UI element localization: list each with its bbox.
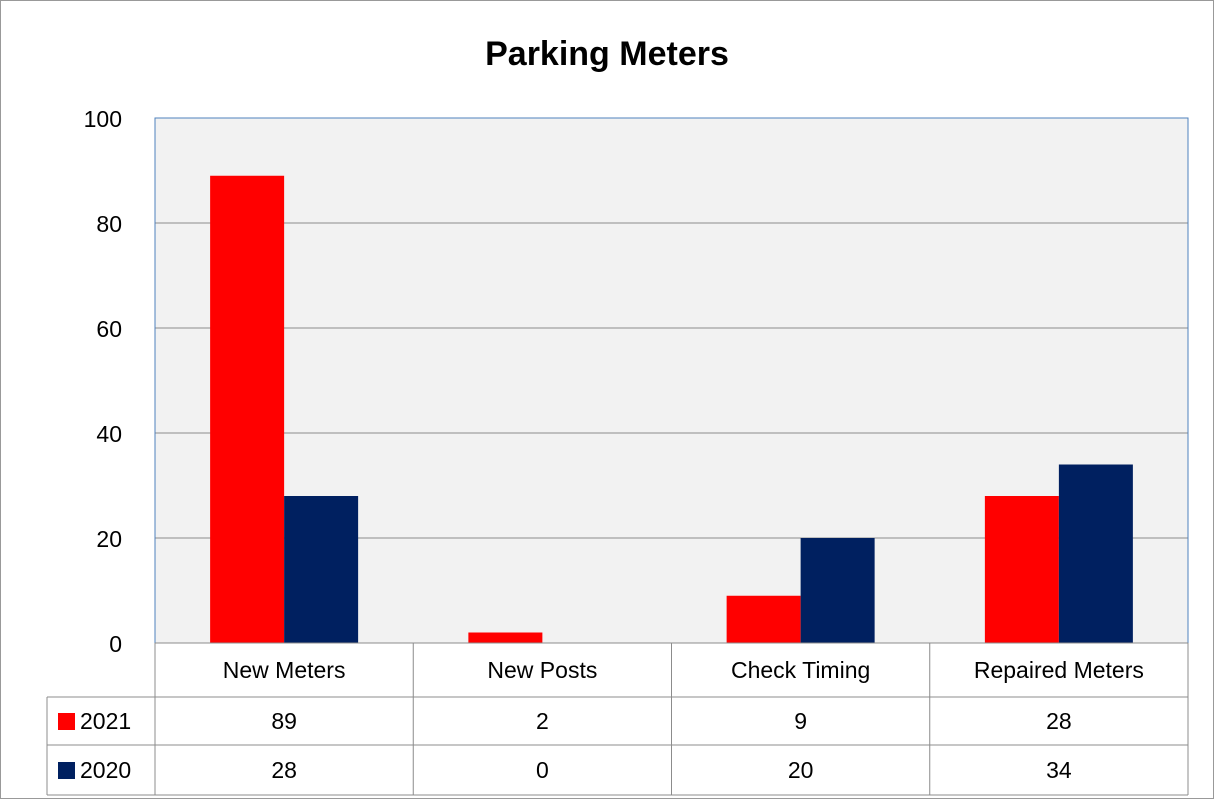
table-value: 28 — [271, 757, 297, 783]
y-tick-label: 0 — [109, 631, 122, 657]
x-tick-label: Repaired Meters — [974, 657, 1144, 683]
chart-title: Parking Meters — [485, 35, 729, 73]
x-tick-label: New Meters — [223, 657, 346, 683]
bar — [726, 595, 801, 643]
legend-swatch — [58, 762, 75, 779]
table-value: 0 — [536, 757, 549, 783]
legend-label: 2021 — [80, 708, 131, 734]
table-value: 9 — [794, 708, 807, 734]
bar — [984, 496, 1059, 643]
y-tick-label: 20 — [96, 526, 122, 552]
bar — [468, 632, 543, 643]
bar — [210, 175, 285, 643]
y-tick-label: 40 — [96, 421, 122, 447]
table-value: 28 — [1046, 708, 1072, 734]
bar — [1058, 464, 1133, 643]
x-tick-label: New Posts — [487, 657, 597, 683]
legend-label: 2020 — [80, 757, 131, 783]
table-value: 89 — [271, 708, 297, 734]
table-value: 20 — [788, 757, 814, 783]
x-tick-label: Check Timing — [731, 657, 870, 683]
y-tick-label: 60 — [96, 316, 122, 342]
legend-swatch — [58, 713, 75, 730]
table-value: 2 — [536, 708, 549, 734]
y-tick-label: 80 — [96, 211, 122, 237]
table-value: 34 — [1046, 757, 1072, 783]
bar — [284, 496, 359, 643]
bar — [800, 538, 875, 643]
y-tick-label: 100 — [84, 106, 122, 132]
